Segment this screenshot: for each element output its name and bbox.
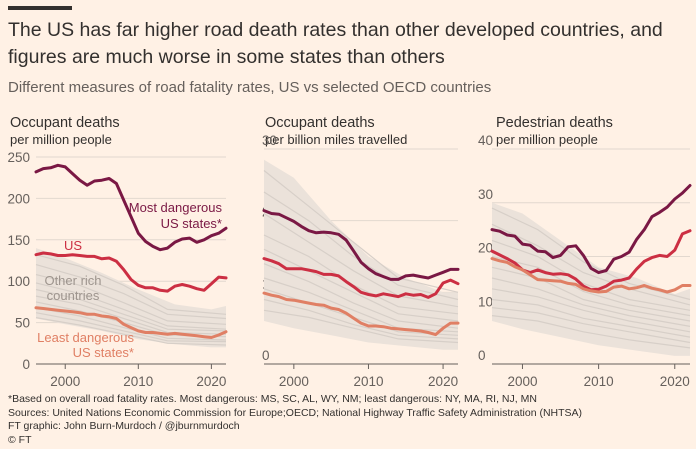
- label-line: US states*: [161, 216, 222, 231]
- x-tick-label: 2020: [428, 374, 458, 389]
- other-country-line: [263, 170, 459, 293]
- other-country-line: [263, 298, 459, 340]
- other-countries-band: [264, 159, 458, 350]
- other-country-line: [35, 274, 227, 325]
- y-tick-label: 20: [478, 241, 493, 256]
- label-other-countries: Other rich countries: [44, 273, 101, 303]
- x-tick-label: 2010: [584, 374, 614, 389]
- footer-credit: FT graphic: John Burn-Murdoch / @jburnmu…: [8, 420, 240, 432]
- x-tick-label: 2010: [123, 374, 153, 389]
- y-tick-label: 250: [7, 150, 30, 165]
- y-tick-label: 100: [7, 274, 30, 289]
- ft-top-bar: [8, 6, 72, 10]
- chart-title: The US has far higher road death rates t…: [8, 19, 663, 68]
- other-country-line: [35, 312, 227, 343]
- x-tick-label: 2000: [50, 374, 80, 389]
- other-country-line: [35, 254, 227, 315]
- x-tick-label: 2020: [196, 374, 226, 389]
- label-line: Other rich: [44, 273, 101, 288]
- most-dangerous-line: [34, 163, 228, 252]
- panel-subtitle: per billion miles travelled: [265, 132, 407, 147]
- y-tick-label: 50: [15, 316, 30, 331]
- y-tick-label: 150: [7, 233, 30, 248]
- other-country-line: [491, 315, 691, 349]
- other-country-line: [35, 307, 227, 341]
- us-line: [34, 251, 228, 293]
- x-tick-label: 2000: [507, 374, 537, 389]
- panel-title: Pedestrian deaths: [496, 115, 613, 131]
- y-tick-label: 0: [262, 348, 270, 363]
- other-country-line: [263, 212, 459, 308]
- label-us: US: [64, 238, 82, 253]
- other-country-line: [263, 263, 459, 329]
- other-country-line: [491, 255, 691, 317]
- label-least-dangerous: Least dangerous US states*: [37, 330, 134, 360]
- x-tick-label: 2010: [353, 374, 383, 389]
- other-country-line: [35, 264, 227, 320]
- other-countries-band: [36, 248, 226, 348]
- least-dangerous-line: [490, 257, 692, 294]
- x-tick-label: 2020: [660, 374, 690, 389]
- y-tick-label: 0: [22, 357, 30, 372]
- least-dangerous-line: [262, 291, 460, 337]
- label-line: countries: [47, 288, 100, 303]
- panel-subtitle: per million people: [10, 132, 112, 147]
- other-country-line: [491, 307, 691, 344]
- chart-subtitle: Different measures of road fatality rate…: [8, 79, 492, 96]
- most-dangerous-line: [262, 209, 460, 281]
- label-line: Least dangerous: [37, 330, 134, 345]
- footer: *Based on overall road fatality rates. M…: [8, 393, 582, 447]
- label-line: US states*: [73, 345, 134, 360]
- footer-note: *Based on overall road fatality rates. M…: [8, 393, 537, 405]
- us-line: [262, 257, 460, 299]
- other-country-line: [35, 295, 227, 335]
- panel-subtitle: per million people: [496, 132, 598, 147]
- footer-copyright: © FT: [8, 433, 32, 446]
- label-line: Most dangerous: [129, 200, 223, 215]
- other-country-line: [491, 223, 691, 306]
- other-country-line: [35, 317, 227, 346]
- other-country-line: [263, 309, 459, 344]
- y-tick-label: 30: [478, 187, 493, 202]
- x-tick-label: 2000: [279, 374, 309, 389]
- label-most-dangerous: Most dangerous US states*: [129, 200, 223, 231]
- y-tick-label: 200: [7, 191, 30, 206]
- other-country-line: [491, 298, 691, 338]
- other-country-line: [263, 248, 459, 322]
- y-tick-label: 30: [262, 133, 277, 148]
- other-country-line: [491, 277, 691, 327]
- other-country-line: [491, 266, 691, 322]
- least-dangerous-line: [34, 306, 228, 339]
- y-tick-label: 40: [478, 133, 493, 148]
- y-tick-label: 0: [478, 348, 486, 363]
- other-country-line: [35, 282, 227, 330]
- panel-title: Occupant deaths: [10, 115, 120, 131]
- other-country-line: [263, 191, 459, 301]
- other-country-line: [35, 288, 227, 332]
- panel-title: Occupant deaths: [265, 115, 375, 131]
- footer-sources: Sources: United Nations Economic Commiss…: [8, 406, 583, 419]
- other-country-line: [491, 288, 691, 333]
- other-country-line: [491, 239, 691, 311]
- y-tick-label: 10: [478, 294, 493, 309]
- most-dangerous-line: [490, 184, 692, 275]
